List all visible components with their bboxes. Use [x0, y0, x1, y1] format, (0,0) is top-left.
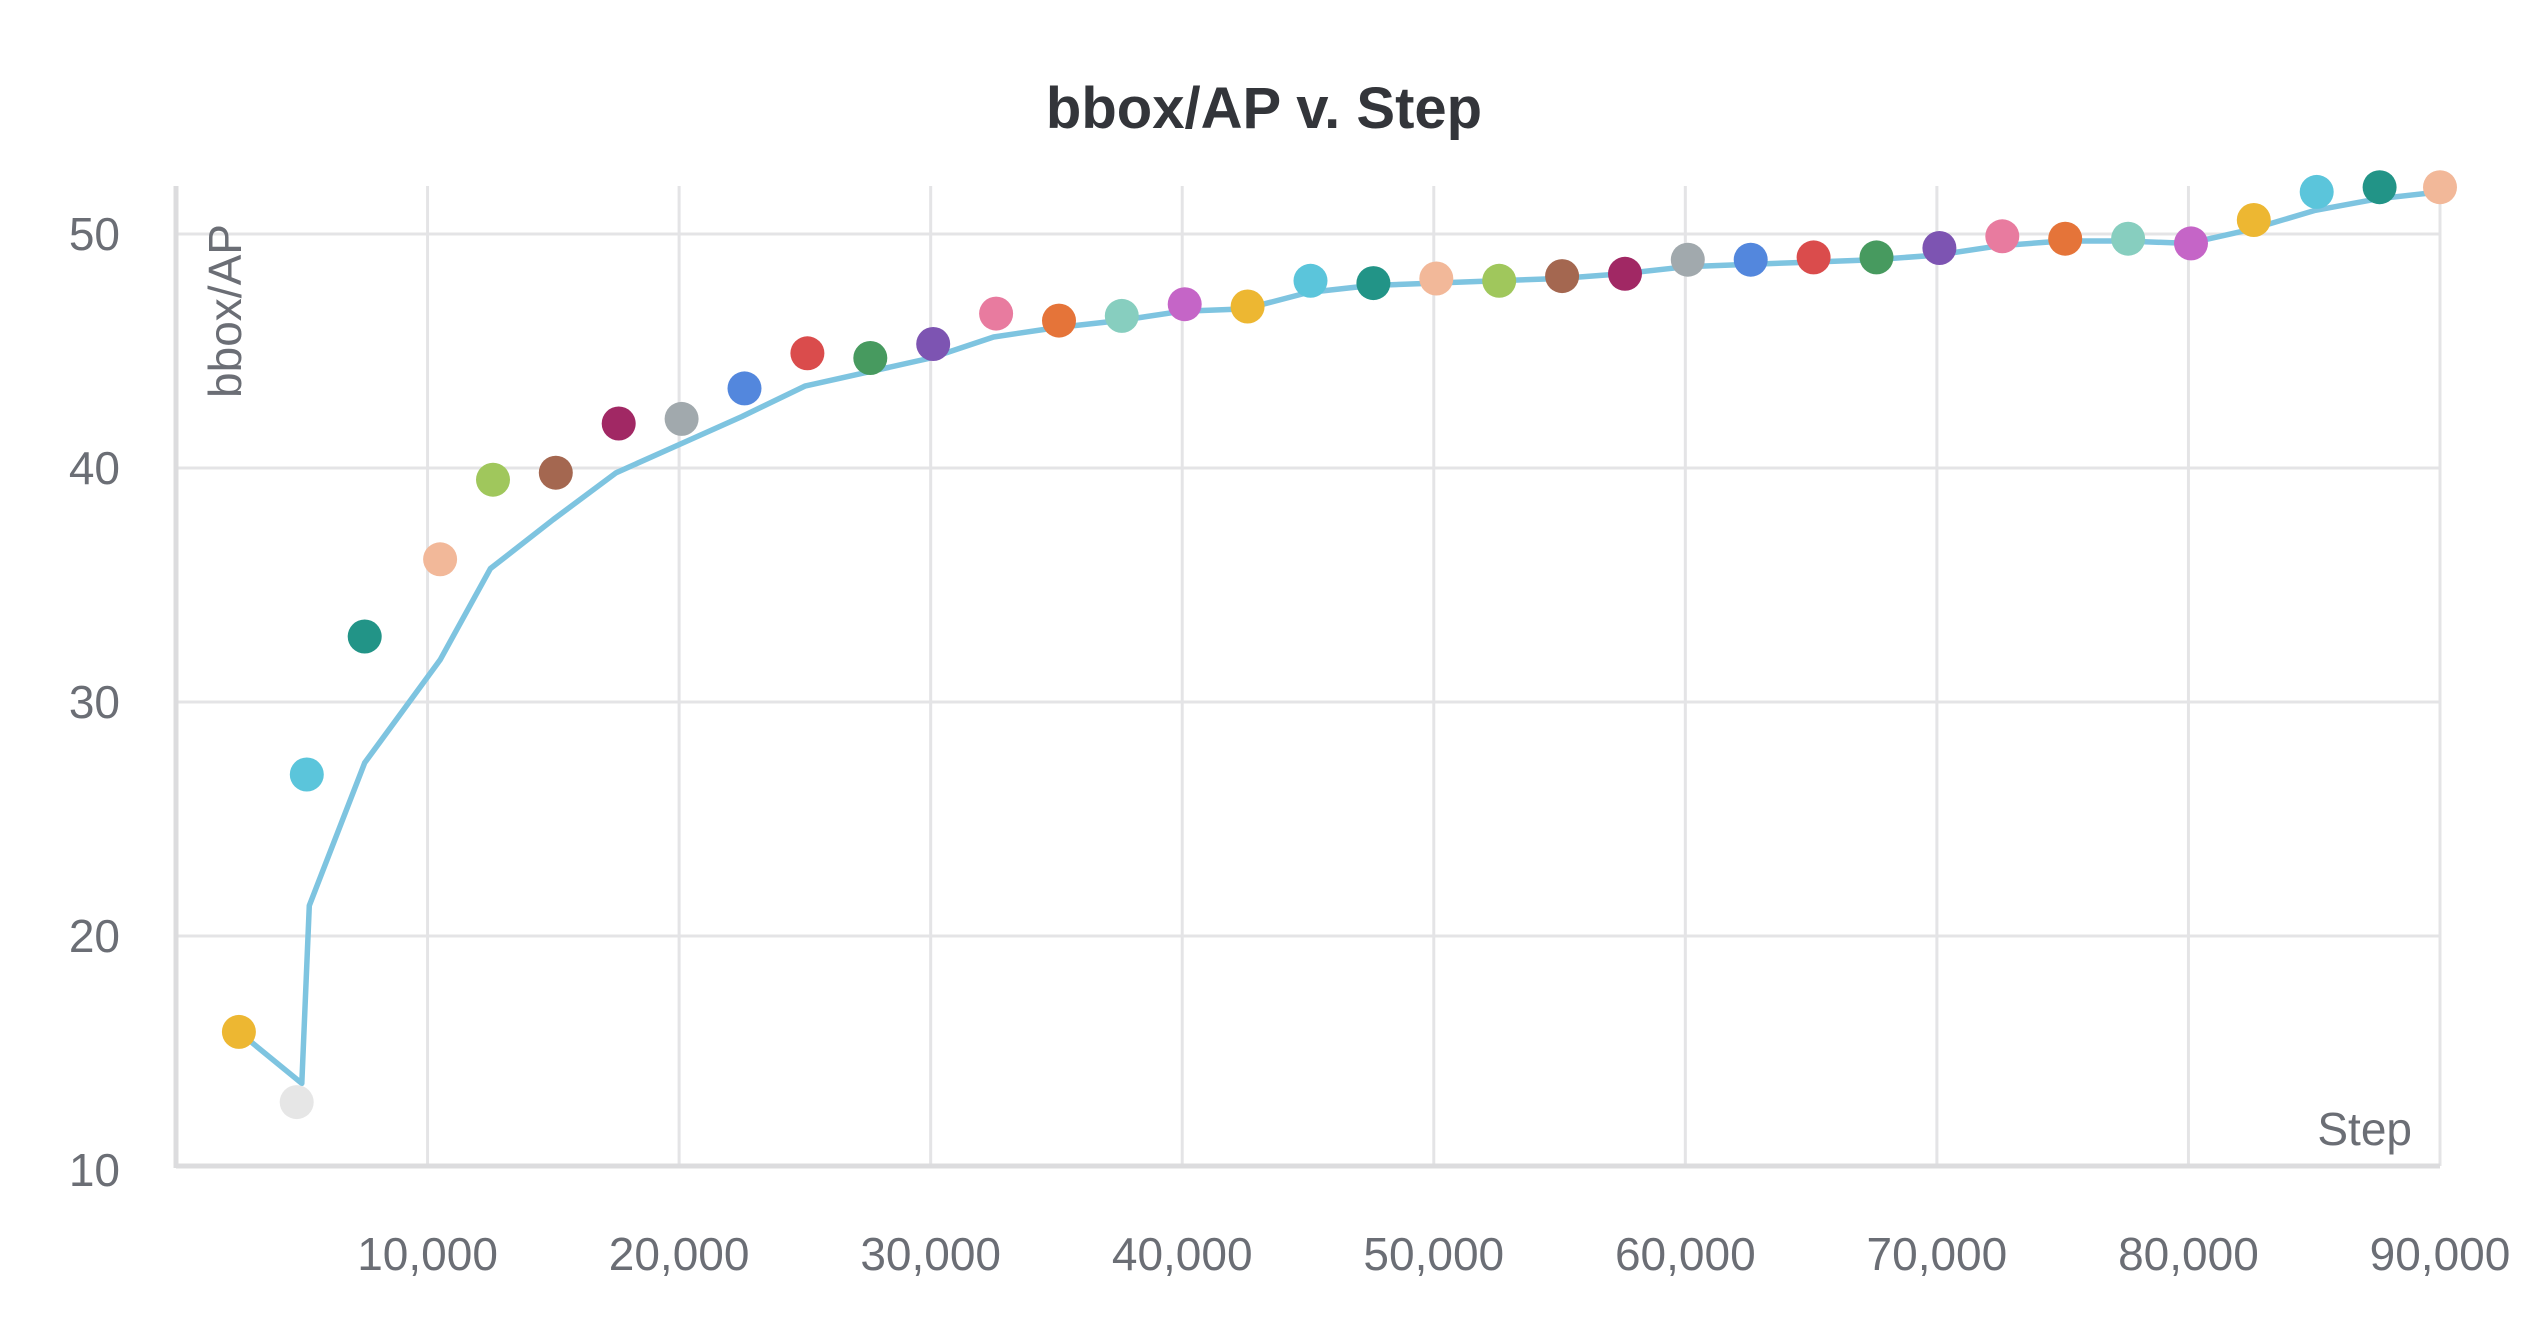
x-tick-label: 50,000 — [1363, 1228, 1504, 1280]
data-point — [853, 341, 888, 375]
data-point — [476, 462, 510, 497]
data-point — [2174, 226, 2208, 261]
data-point — [2423, 170, 2457, 205]
data-point — [1230, 289, 1265, 324]
data-point — [2236, 203, 2271, 237]
data-point — [2299, 174, 2334, 209]
data-point — [1608, 256, 1642, 291]
x-axis-label: Step — [2317, 1103, 2412, 1155]
data-point — [664, 401, 699, 436]
x-gridlines — [426, 186, 2442, 1166]
x-tick-label: 80,000 — [2118, 1228, 2259, 1280]
data-point — [1042, 303, 1076, 338]
x-tick-label: 20,000 — [609, 1228, 750, 1280]
data-point — [1419, 261, 1454, 296]
data-point — [790, 336, 825, 371]
y-tick-labels: 10 20 30 40 50 — [69, 208, 120, 1196]
x-tick-label: 40,000 — [1112, 1228, 1253, 1280]
data-point — [1482, 263, 1517, 298]
data-point — [1922, 231, 1957, 265]
data-point — [1985, 219, 2020, 254]
y-tick-label: 50 — [69, 208, 120, 260]
y-tick-label: 40 — [69, 442, 120, 494]
data-point — [979, 296, 1014, 331]
data-point — [1796, 240, 1831, 275]
data-point — [1167, 287, 1202, 322]
data-point — [1670, 242, 1705, 277]
data-point — [2048, 221, 2083, 256]
x-tick-label: 30,000 — [860, 1228, 1001, 1280]
y-tick-label: 20 — [69, 910, 120, 962]
data-point — [1545, 259, 1580, 294]
data-point — [1104, 298, 1139, 333]
data-point — [1859, 240, 1894, 275]
x-tick-label: 60,000 — [1615, 1228, 1756, 1280]
data-point — [538, 455, 573, 490]
data-points — [221, 170, 2457, 1120]
data-point — [2111, 221, 2146, 256]
data-point — [347, 619, 382, 654]
data-point — [916, 327, 951, 361]
data-point — [1293, 263, 1328, 298]
x-tick-label: 10,000 — [357, 1228, 498, 1280]
data-point — [1733, 242, 1768, 277]
data-point — [1356, 266, 1391, 301]
series-line — [236, 189, 2443, 1087]
x-tick-label: 90,000 — [2370, 1228, 2511, 1280]
x-tick-label: 70,000 — [1867, 1228, 2008, 1280]
data-point — [221, 1014, 256, 1049]
data-point — [727, 371, 762, 406]
y-gridlines — [176, 232, 2440, 938]
chart-title: bbox/AP v. Step — [1046, 76, 1482, 141]
y-tick-label: 10 — [69, 1144, 120, 1196]
x-tick-labels: 10,000 20,000 30,000 40,000 50,000 60,000 70,0… — [357, 1228, 2510, 1280]
data-point — [2362, 170, 2397, 205]
y-axis-label: bbox/AP — [199, 224, 251, 398]
data-point — [601, 406, 636, 441]
data-point — [279, 1085, 314, 1120]
y-tick-label: 30 — [69, 676, 120, 728]
data-point — [423, 542, 458, 577]
data-point — [289, 757, 324, 792]
